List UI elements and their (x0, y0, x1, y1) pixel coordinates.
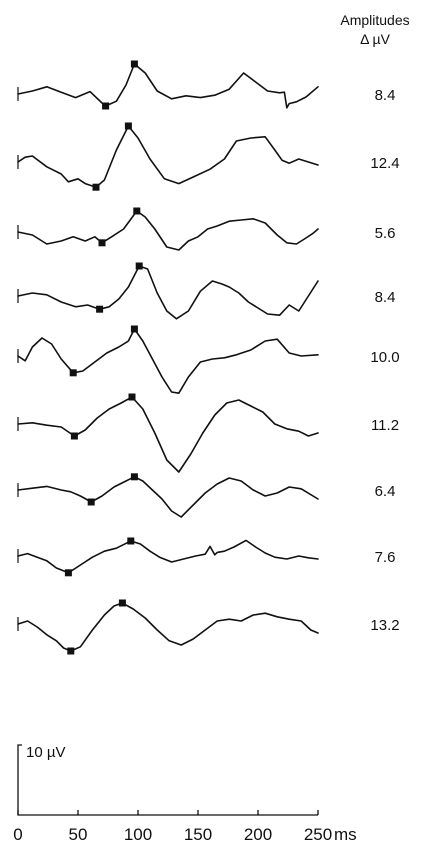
trace-6-peak-marker (128, 393, 136, 401)
trace-5-line (17, 328, 319, 394)
scale-bar-label: 10 µV (26, 744, 66, 761)
scale-bar-and-time-axis (17, 744, 318, 816)
trace-5-trough-marker (69, 369, 77, 377)
x-tick-label-100: 100 (124, 825, 152, 844)
trace-1-peak-marker (130, 60, 138, 68)
trace-8-trough-marker (64, 569, 72, 577)
trace-7-peak-marker (130, 473, 138, 481)
trace-8-line (17, 539, 319, 574)
amplitudes-header: Amplitudes (340, 12, 409, 28)
trace-6-line (17, 396, 319, 473)
time-axis-group: 10 µV 0 50 100 150 200 250 ms (13, 744, 356, 844)
trace-5-peak-marker (130, 325, 138, 333)
trace-4-line (17, 265, 319, 320)
trace-9-amplitude-label: 13.2 (370, 617, 399, 634)
trace-6-trough-marker (70, 432, 78, 440)
trace-8-amplitude-label: 7.6 (375, 549, 396, 566)
trace-9-line (17, 602, 319, 652)
x-tick-label-200: 200 (244, 825, 272, 844)
trace-6-amplitude-label: 11.2 (371, 417, 399, 434)
trace-3-peak-marker (133, 207, 141, 215)
traces-group: 8.4 12.4 5.6 8.4 10.0 11.2 6.4 7.6 13.2 (17, 60, 400, 655)
trace-4-peak-marker (135, 262, 143, 270)
trace-2-peak-marker (124, 122, 132, 130)
trace-7-trough-marker (87, 498, 95, 506)
trace-9-trough-marker (67, 647, 75, 655)
amplitudes-unit: Δ µV (360, 31, 391, 47)
trace-1-trough-marker (102, 102, 110, 110)
trace-9-peak-marker (118, 599, 126, 607)
x-tick-label-250: 250 (304, 825, 332, 844)
x-tick-label-150: 150 (184, 825, 212, 844)
trace-4-amplitude-label: 8.4 (375, 289, 396, 306)
trace-3-trough-marker (98, 239, 106, 247)
trace-3-line (17, 210, 319, 251)
trace-5-amplitude-label: 10.0 (370, 349, 399, 366)
trace-2-amplitude-label: 12.4 (370, 155, 399, 172)
trace-1-line (17, 63, 319, 109)
trace-2-line (17, 125, 319, 188)
trace-8-peak-marker (127, 537, 135, 545)
trace-2-trough-marker (92, 183, 100, 191)
x-tick-label-0: 0 (13, 825, 22, 844)
trace-4-trough-marker (96, 305, 104, 313)
trace-7-line (17, 476, 319, 518)
trace-1-amplitude-label: 8.4 (375, 87, 396, 104)
trace-7-amplitude-label: 6.4 (375, 483, 396, 500)
x-axis-unit: ms (334, 825, 357, 844)
trace-3-amplitude-label: 5.6 (375, 225, 396, 242)
x-tick-label-50: 50 (69, 825, 88, 844)
